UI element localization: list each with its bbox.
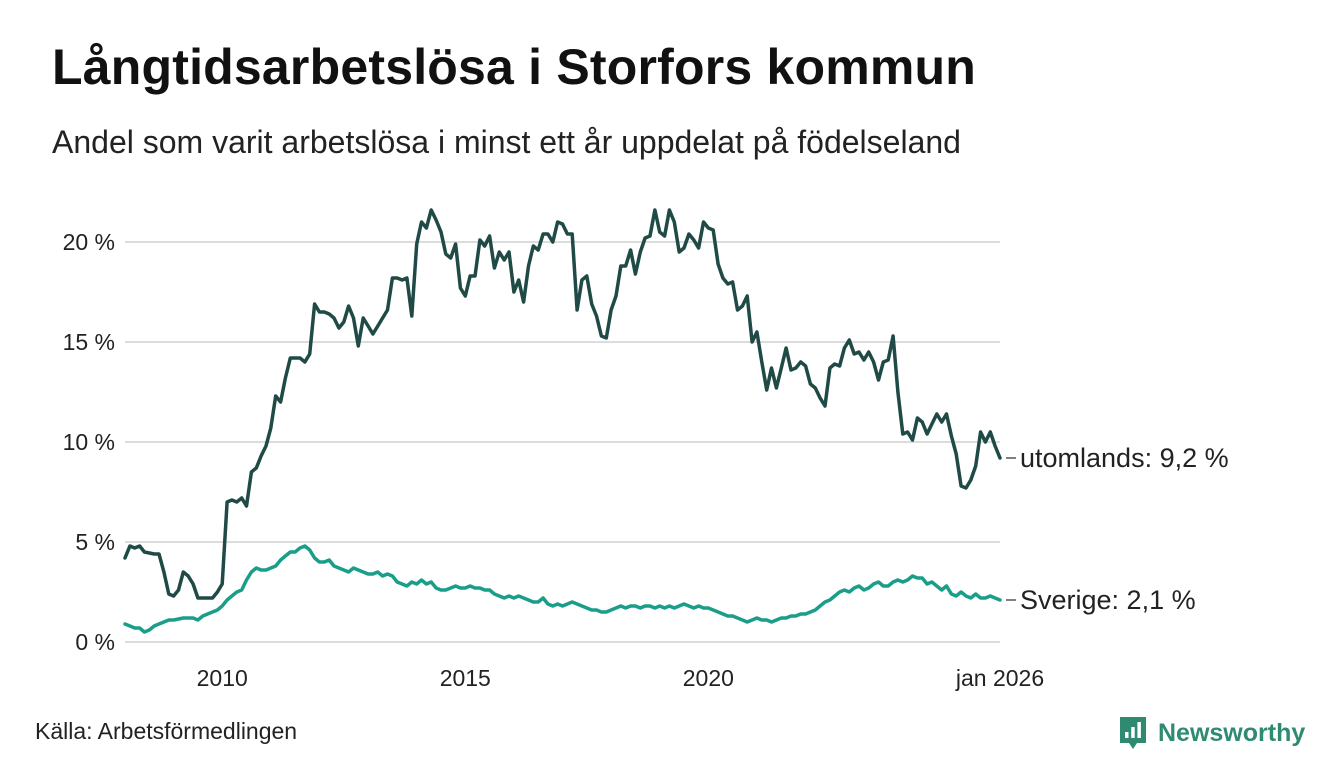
x-tick-label: 2015 [440, 665, 491, 691]
series-lines [123, 208, 1002, 634]
x-axis-labels: 2010 2015 2020 jan 2026 [197, 665, 1044, 691]
chart-title: Långtidsarbetslösa i Storfors kommun [52, 39, 977, 95]
source-note: Källa: Arbetsförmedlingen [35, 718, 298, 744]
chart-subtitle: Andel som varit arbetslösa i minst ett å… [52, 124, 961, 160]
series-line-utomlands [123, 208, 1002, 600]
x-tick-label: 2010 [197, 665, 248, 691]
y-tick-label: 10 % [63, 429, 115, 455]
x-tick-label: jan 2026 [955, 665, 1044, 691]
y-tick-label: 0 % [75, 629, 115, 655]
y-tick-label: 15 % [63, 329, 115, 355]
grid-lines [125, 241, 1000, 643]
series-line-sverige [123, 544, 1002, 634]
series-end-labels: utomlands: 9,2 % Sverige: 2,1 % [1006, 443, 1229, 615]
y-axis-labels: 0 % 5 % 10 % 15 % 20 % [63, 229, 115, 655]
x-tick-label: 2020 [683, 665, 734, 691]
series-end-label-utomlands: utomlands: 9,2 % [1020, 443, 1229, 473]
y-tick-label: 20 % [63, 229, 115, 255]
newsworthy-logo-icon [1120, 717, 1146, 749]
brand-logo: Newsworthy [1118, 713, 1305, 753]
y-tick-label: 5 % [75, 529, 115, 555]
series-end-label-sverige: Sverige: 2,1 % [1020, 585, 1196, 615]
brand-name: Newsworthy [1158, 718, 1306, 747]
